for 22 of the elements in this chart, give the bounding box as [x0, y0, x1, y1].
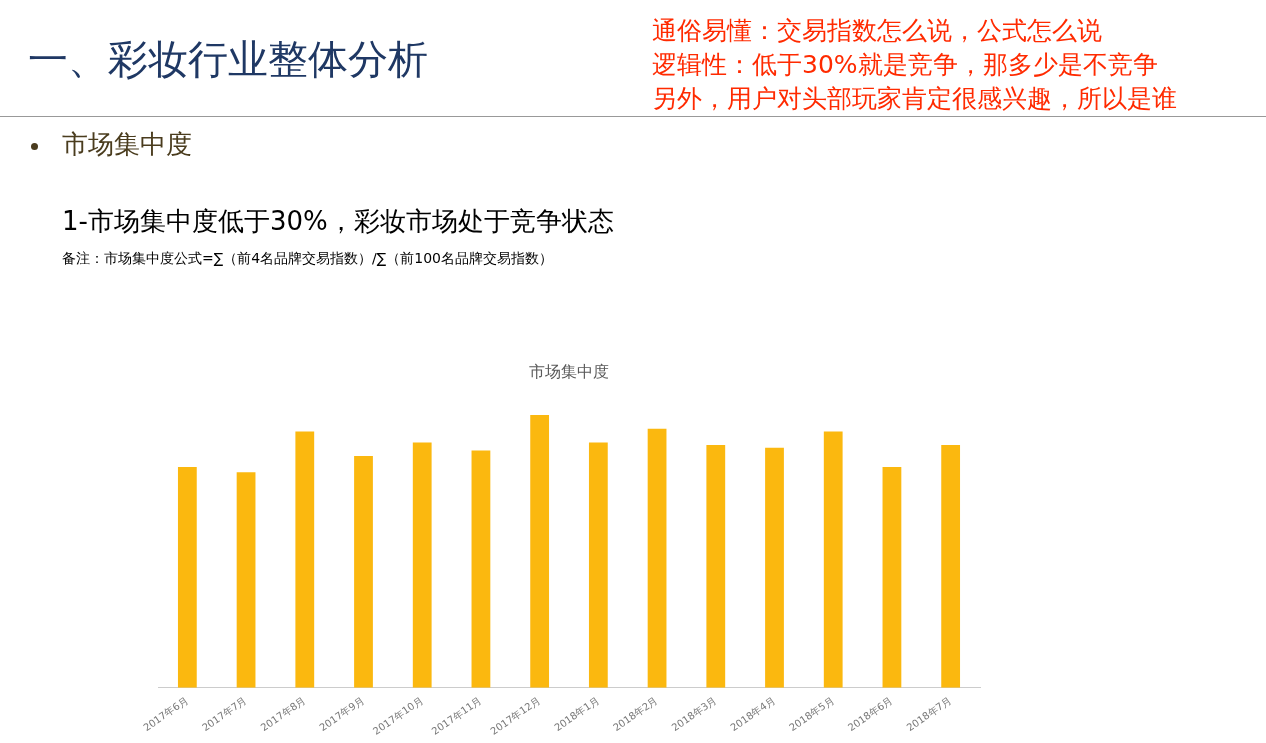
- text: 逻辑性：低于30%就是竞争，那多少是不竞争: [652, 49, 1158, 81]
- bar: [530, 415, 550, 688]
- bar: [823, 431, 843, 688]
- text: 通俗易懂：交易指数怎么说，公式怎么说: [652, 15, 1102, 47]
- bar: [647, 428, 667, 688]
- text: 1-市场集中度低于30%，彩妆市场处于竞争状态: [62, 205, 614, 238]
- text: 备注：市场集中度公式=∑（前4名品牌交易指数）/∑（前100名品牌交易指数）: [62, 250, 553, 268]
- bar: [354, 456, 373, 688]
- bar: [412, 442, 432, 688]
- bar: [706, 445, 726, 688]
- bar: [295, 431, 315, 688]
- chart-title: 市场集中度: [529, 361, 609, 381]
- bar: [588, 442, 608, 688]
- bar: [765, 447, 784, 688]
- bar: [471, 450, 491, 688]
- text: 市场集中度: [62, 128, 192, 161]
- bar: [177, 466, 197, 688]
- bar: [941, 445, 961, 688]
- bar: [236, 472, 256, 688]
- text: 另外，用户对头部玩家肯定很感兴趣，所以是谁: [652, 83, 1177, 115]
- bar: [882, 466, 902, 688]
- text: 一、彩妆行业整体分析: [28, 35, 428, 84]
